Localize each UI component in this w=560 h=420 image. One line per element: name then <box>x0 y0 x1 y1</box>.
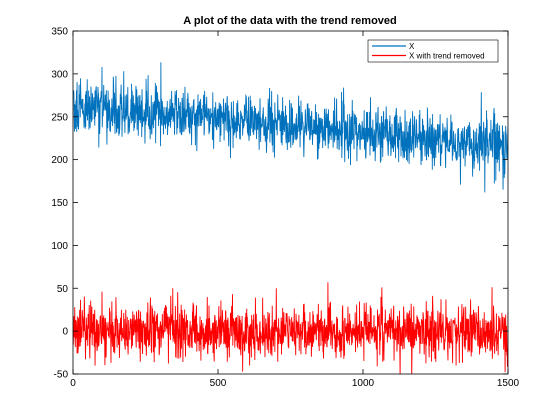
x-tick-label: 1000 <box>352 378 375 389</box>
x-tick-label: 0 <box>70 378 76 389</box>
series-line-1 <box>73 282 508 374</box>
legend-label: X <box>409 42 415 51</box>
y-tick-label: 150 <box>51 198 68 209</box>
y-tick-label: 50 <box>57 284 69 295</box>
x-tick-label: 500 <box>210 378 227 389</box>
y-tick-label: 100 <box>51 241 68 252</box>
y-tick-label: 200 <box>51 155 68 166</box>
y-tick-label: 350 <box>51 27 68 38</box>
legend[interactable]: XX with trend removed <box>367 39 499 63</box>
y-tick-label: 300 <box>51 69 68 80</box>
y-tick-label: 250 <box>51 112 68 123</box>
chart-title: A plot of the data with the trend remove… <box>183 15 397 27</box>
series-line-0 <box>73 62 508 193</box>
legend-label: X with trend removed <box>409 52 485 61</box>
x-tick-label: 1500 <box>497 378 520 389</box>
plot-area <box>73 62 508 374</box>
y-tick-label: -50 <box>54 370 69 381</box>
y-tick-label: 0 <box>62 327 68 338</box>
